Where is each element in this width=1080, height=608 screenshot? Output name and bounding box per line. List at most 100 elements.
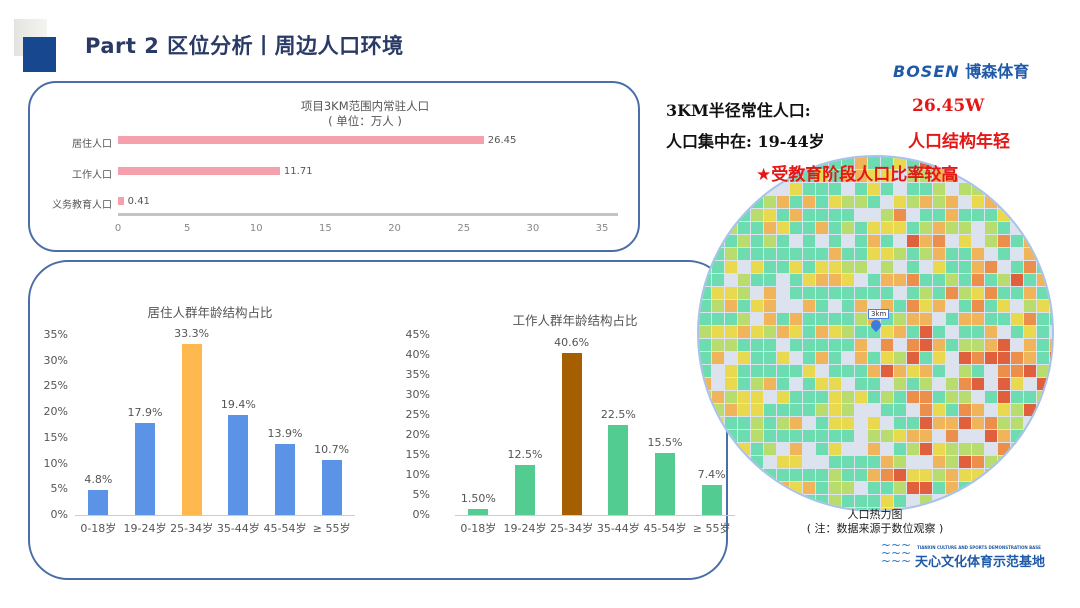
heat-cell [855,313,867,325]
heat-cell [907,469,919,481]
bar [181,343,202,515]
heat-cell [1050,508,1052,510]
heat-cell [972,365,984,377]
heat-cell [972,482,984,494]
heat-cell [959,456,971,468]
heat-cell [829,248,841,260]
heat-cell [855,365,867,377]
heat-cell [816,339,828,351]
heat-cell [738,391,750,403]
heat-cell [712,209,724,221]
heat-cell [1037,443,1049,455]
heat-cell [972,183,984,195]
heat-cell [803,326,815,338]
heat-cell [894,391,906,403]
heat-cell [803,235,815,247]
heat-cell [764,326,776,338]
heat-cell [881,209,893,221]
heat-cell [998,300,1010,312]
heat-cell [1024,313,1036,325]
heat-cell [985,391,997,403]
heat-cell [998,378,1010,390]
heat-cell [829,495,841,507]
heat-cell [985,274,997,286]
heat-cell [1037,287,1049,299]
heat-cell [816,222,828,234]
heat-cell [699,287,711,299]
heat-cell [1037,313,1049,325]
heat-cell [959,313,971,325]
heat-cell [712,326,724,338]
heat-cell [868,456,880,468]
heat-cell [894,365,906,377]
heat-cell [933,469,945,481]
heat-cell [842,157,854,169]
heat-cell [751,443,763,455]
heat-cell [1024,482,1036,494]
heat-cell [894,352,906,364]
heat-cell [907,417,919,429]
heat-cell [829,456,841,468]
heat-cell [764,300,776,312]
heat-cell [946,313,958,325]
heat-cell [777,378,789,390]
heat-cell [751,326,763,338]
heat-cell [842,287,854,299]
resident-population-label: 3KM半径常住人口: [666,101,811,120]
heat-cell [816,495,828,507]
heat-cell [764,482,776,494]
heat-cell [959,378,971,390]
heat-cell [1011,183,1023,195]
heat-cell [1050,378,1052,390]
heat-cell [1011,326,1023,338]
category-label: 0-18岁 [460,522,497,535]
population-heatmap[interactable] [697,155,1054,512]
heat-cell [712,495,724,507]
heat-cell [790,326,802,338]
heat-cell [1037,508,1049,510]
heat-cell [738,313,750,325]
heat-cell [764,287,776,299]
heat-cell [1024,508,1036,510]
heat-cell [959,300,971,312]
heat-cell [725,404,737,416]
heat-cell [777,209,789,221]
heat-cell [751,456,763,468]
heat-cell [920,417,932,429]
heat-cell [712,430,724,442]
heat-cell [1011,378,1023,390]
heat-cell [868,482,880,494]
heat-cell [777,482,789,494]
heat-cell [868,170,880,182]
heat-cell [855,248,867,260]
heat-cell [725,495,737,507]
heat-cell [998,222,1010,234]
heat-cell [725,222,737,234]
heat-cell [764,508,776,510]
heat-cell [699,495,711,507]
heat-cell [985,209,997,221]
heat-cell [842,508,854,510]
heat-cell [985,261,997,273]
heat-cell [972,157,984,169]
heat-cell [894,196,906,208]
heat-cell [725,248,737,260]
heat-cell [712,339,724,351]
y-tick-label: 45% [405,328,430,341]
heat-cell [972,287,984,299]
heat-cell [985,326,997,338]
heat-cell [1050,443,1052,455]
heat-cell [712,443,724,455]
heat-cell [959,417,971,429]
heat-cell [881,274,893,286]
y-tick-label: 20% [43,405,68,419]
heat-cell [881,326,893,338]
value-label: 1.50% [460,492,496,505]
heat-cell [959,365,971,377]
heat-cell [803,183,815,195]
heat-cell [816,183,828,195]
bar [118,136,484,144]
heat-cell [712,456,724,468]
x-axis [455,515,735,516]
heat-cell [972,443,984,455]
